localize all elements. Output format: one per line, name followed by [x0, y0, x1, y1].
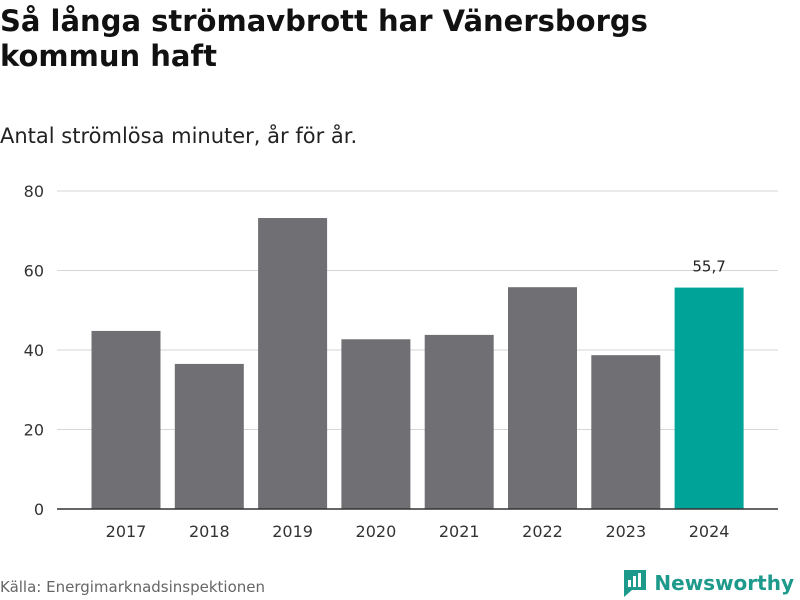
data-labels: 55,7 — [692, 258, 725, 276]
gridlines — [57, 190, 778, 430]
x-tick-label: 2020 — [356, 522, 397, 541]
x-axis-ticks: 2017 2018 2019 2020 2021 2022 2023 2024 — [106, 522, 730, 541]
x-tick-label: 2022 — [522, 522, 563, 541]
bar-2017 — [91, 330, 161, 509]
chart-title: Så långa strömavbrott har Vänersborgs ko… — [0, 4, 648, 73]
data-label: 55,7 — [692, 258, 725, 276]
source-note: Källa: Energimarknadsinspektionen — [0, 578, 266, 596]
newsworthy-logo-icon — [624, 570, 647, 597]
bar-2019 — [258, 218, 328, 509]
x-tick-label: 2018 — [189, 522, 230, 541]
bar-2022 — [508, 287, 577, 509]
bars — [91, 218, 744, 509]
y-tick-label: 0 — [34, 500, 44, 519]
y-tick-label: 80 — [24, 182, 44, 201]
brand: Newsworthy — [622, 568, 794, 598]
chart-subtitle: Antal strömlösa minuter, år för år. — [0, 124, 358, 148]
brand-name: Newsworthy — [654, 571, 794, 595]
y-tick-label: 60 — [24, 262, 44, 281]
bar-2023 — [591, 355, 661, 509]
y-axis-ticks: 0 20 40 60 80 — [24, 182, 44, 519]
bar-2018 — [174, 363, 244, 509]
bar-2021 — [424, 334, 494, 509]
x-tick-label: 2017 — [106, 522, 147, 541]
bar-2024 — [674, 287, 744, 509]
y-tick-label: 40 — [24, 341, 44, 360]
y-tick-label: 20 — [24, 421, 44, 440]
x-tick-label: 2023 — [605, 522, 646, 541]
x-tick-label: 2021 — [439, 522, 480, 541]
bar-2020 — [341, 339, 411, 509]
x-tick-label: 2019 — [272, 522, 313, 541]
x-tick-label: 2024 — [689, 522, 730, 541]
